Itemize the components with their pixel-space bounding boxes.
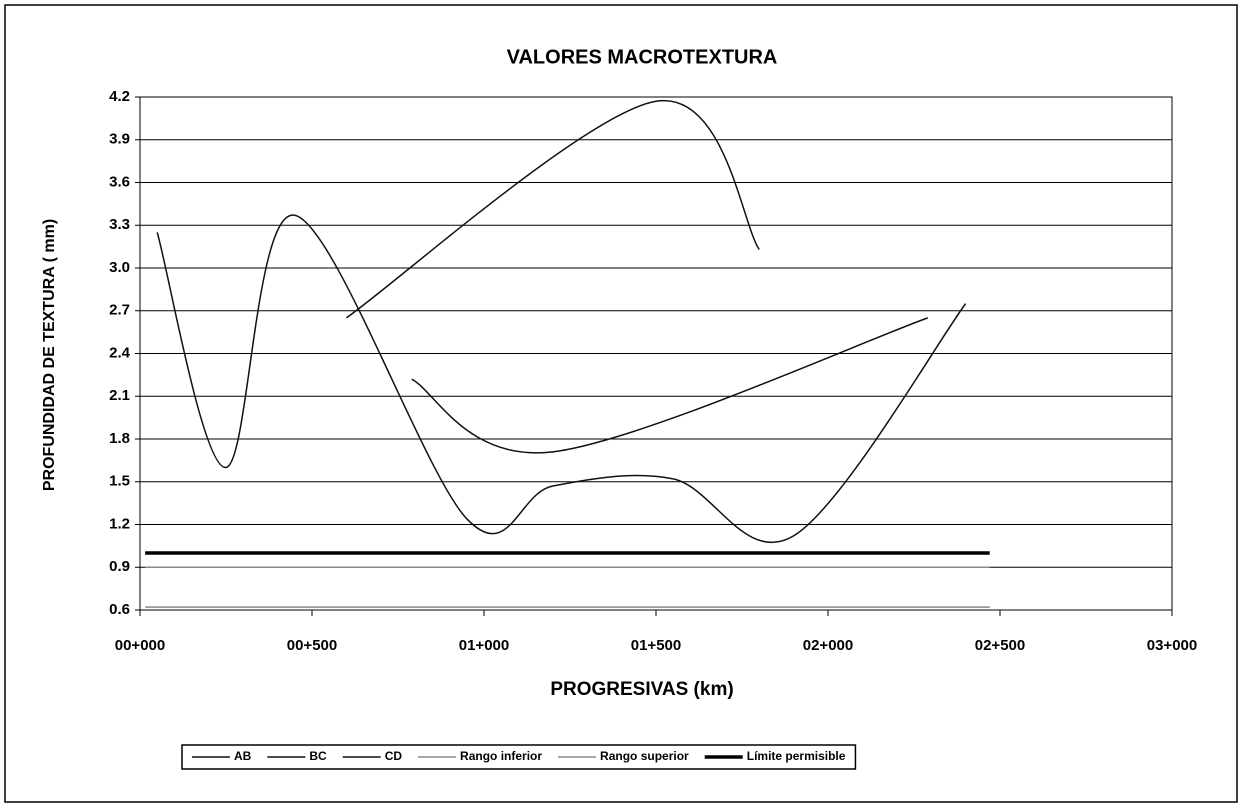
- y-tick-label: 2.1: [109, 387, 130, 404]
- series-line: [156, 214, 967, 544]
- x-tick-label: 01+500: [631, 637, 681, 654]
- x-axis-label: PROGRESIVAS (km): [550, 679, 733, 700]
- y-axis-label: PROFUNDIDAD DE TEXTURA ( mm): [41, 219, 58, 491]
- x-tick-label: 00+500: [287, 637, 337, 654]
- series-line: [411, 317, 929, 454]
- legend-label: Rango superior: [600, 749, 689, 763]
- y-tick-label: 3.6: [109, 173, 130, 190]
- y-tick-label: 3.9: [109, 131, 130, 148]
- y-tick-label: 0.9: [109, 558, 130, 575]
- legend-label: Rango inferior: [460, 749, 542, 763]
- y-tick-label: 0.6: [109, 601, 130, 618]
- series-line: [345, 100, 760, 319]
- x-tick-label: 02+000: [803, 637, 853, 654]
- chart-title: VALORES MACROTEXTURA: [507, 46, 778, 68]
- x-tick-label: 03+000: [1147, 637, 1197, 654]
- y-tick-label: 2.7: [109, 302, 130, 319]
- legend: AB BC CD Rango inferior Rango superior Límite…: [181, 744, 857, 770]
- y-tick-label: 1.2: [109, 515, 130, 532]
- x-tick-label: 02+500: [975, 637, 1025, 654]
- y-tick-label: 1.5: [109, 473, 130, 490]
- legend-label: AB: [234, 749, 252, 763]
- x-tick-label: 00+000: [115, 637, 165, 654]
- legend-label: BC: [309, 749, 327, 763]
- y-tick-label: 3.0: [109, 259, 130, 276]
- y-tick-label: 1.8: [109, 430, 130, 447]
- y-tick-label: 4.2: [109, 88, 130, 105]
- legend-label: CD: [385, 749, 403, 763]
- y-tick-label: 2.4: [109, 344, 131, 361]
- x-tick-label: 01+000: [459, 637, 509, 654]
- legend-label: Límite permisible: [747, 749, 846, 763]
- y-tick-label: 3.3: [109, 216, 130, 233]
